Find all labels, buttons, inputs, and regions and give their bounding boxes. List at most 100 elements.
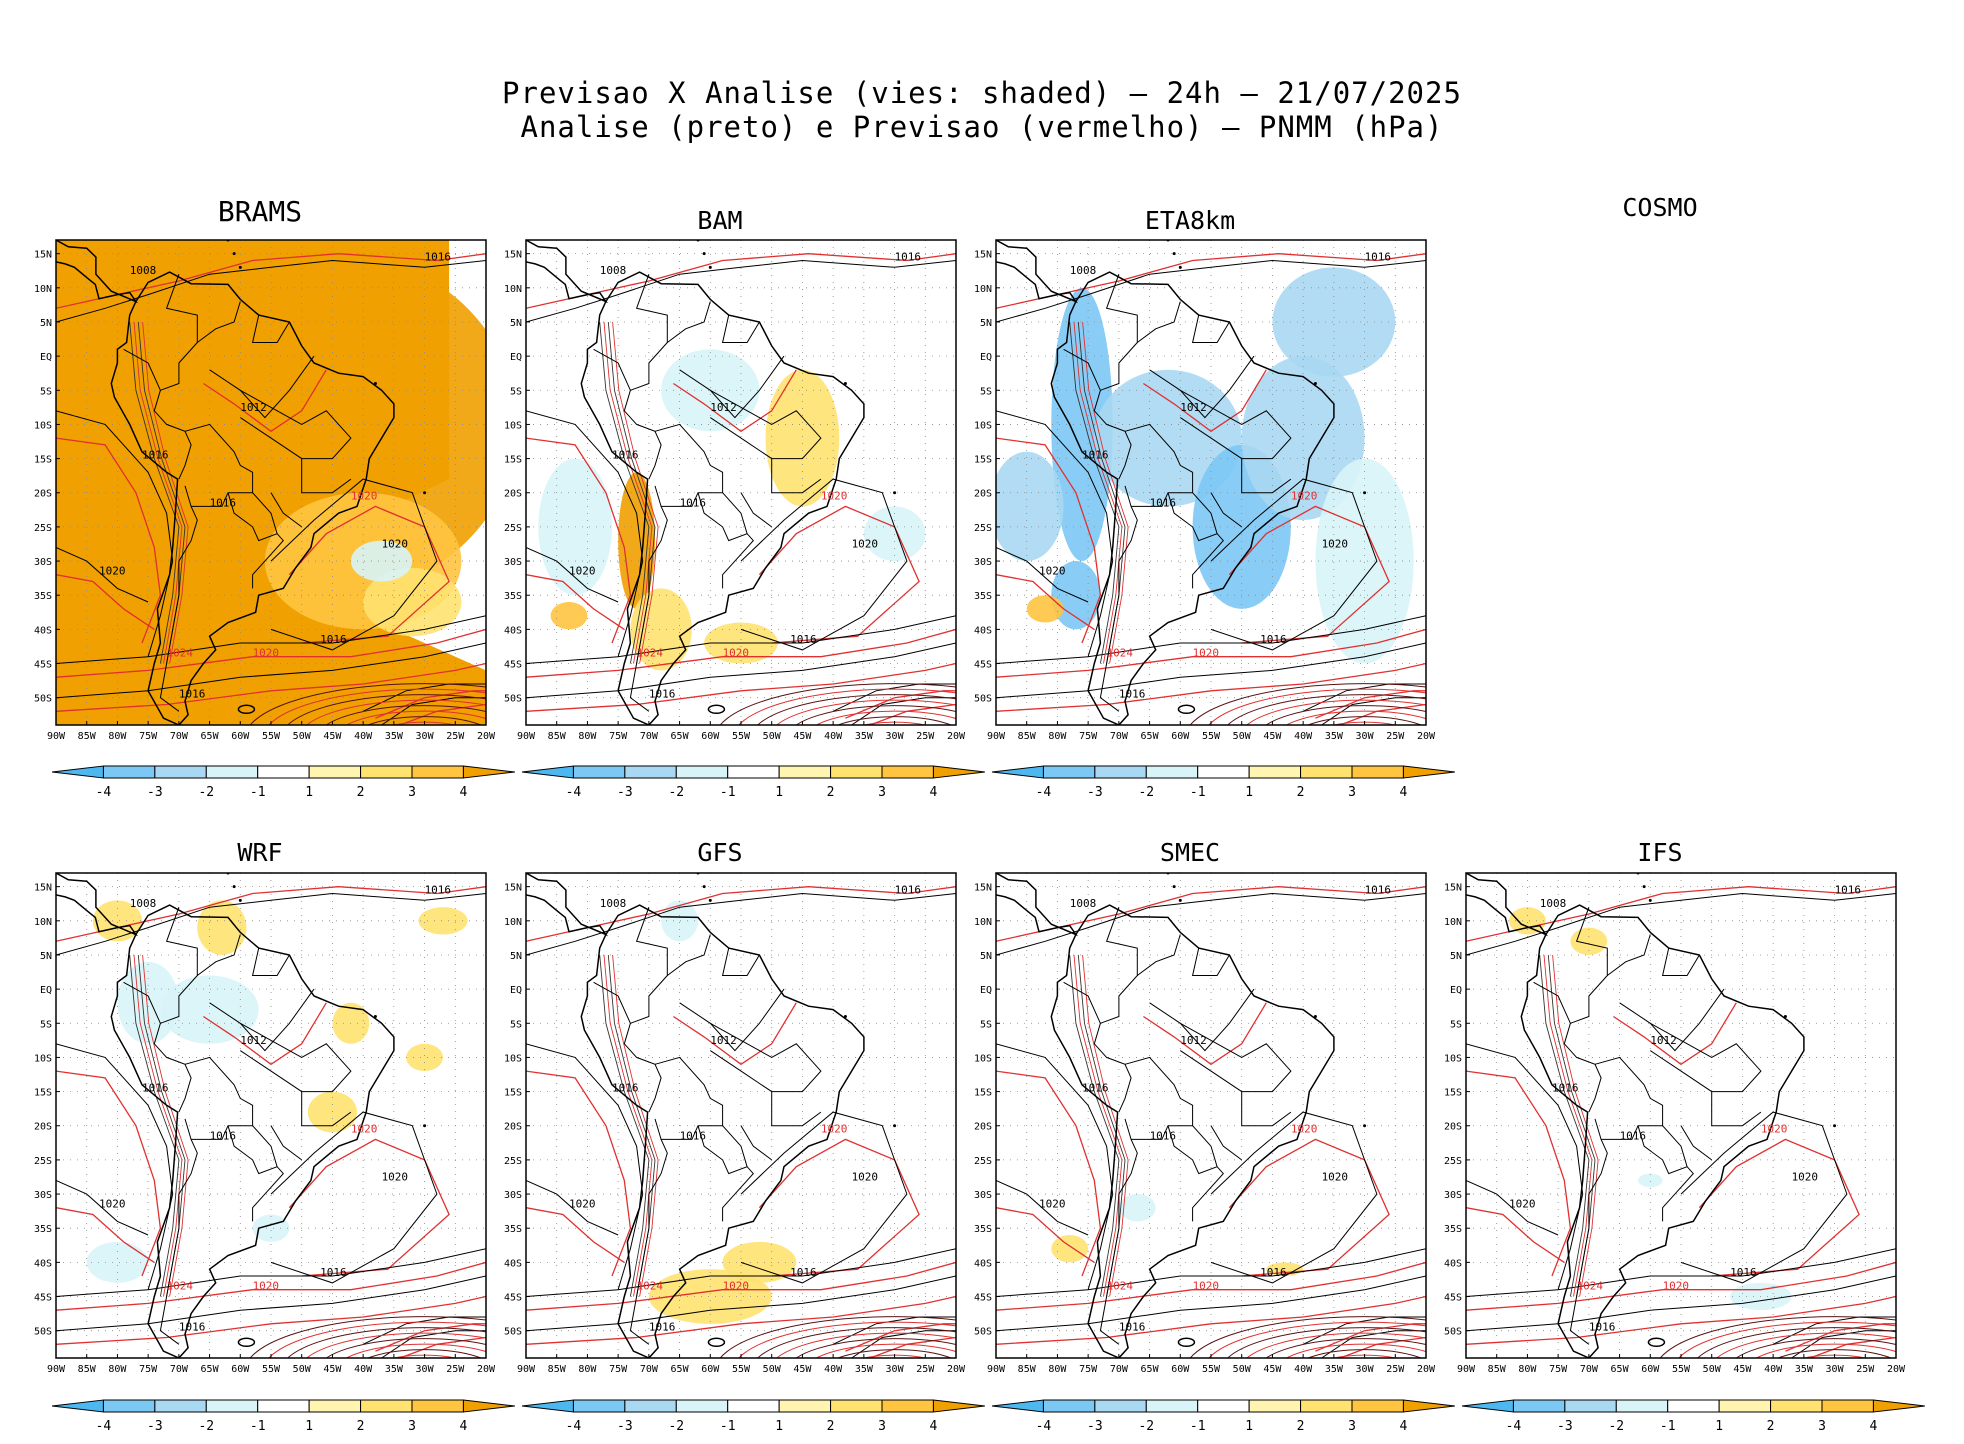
- lat-tick-label: 15S: [504, 1088, 522, 1099]
- andes-isobar: [129, 321, 180, 664]
- forecast-isobar: [526, 437, 632, 644]
- lat-tick-label: 50S: [1444, 1327, 1462, 1338]
- forecast-isobar: [1143, 369, 1267, 433]
- forecast-isobar: [526, 1070, 632, 1277]
- isobar-label: 1020: [1792, 1170, 1819, 1183]
- lat-tick-label: 15N: [34, 883, 52, 894]
- analysis-isobar: [526, 1043, 644, 1290]
- colorbar-label: 2: [827, 1419, 835, 1434]
- isobar-label: 1020: [852, 537, 879, 550]
- lon-tick-label: 35W: [385, 731, 404, 742]
- lat-tick-label: 10N: [1444, 917, 1462, 928]
- forecast-isobar: [526, 628, 956, 678]
- lon-tick-label: 90W: [987, 731, 1006, 742]
- colorbar-segment: [308, 1399, 362, 1413]
- analysis-isobar: [526, 410, 644, 657]
- country-border: [593, 907, 668, 1024]
- central-america-coastline: [996, 873, 1078, 937]
- colorbar-segment: [1145, 1399, 1199, 1413]
- analysis-isobar: [832, 683, 956, 712]
- isobar-label: 1016: [680, 496, 707, 509]
- colorbar-ifs: -4 -3 -2 -1 1 2 3 4: [1461, 1399, 1925, 1440]
- lat-tick-label: 40S: [1444, 1258, 1462, 1269]
- country-border: [721, 314, 760, 343]
- forecast-isobar: [56, 628, 486, 678]
- isobar-label: 1016: [1552, 1082, 1579, 1095]
- lon-tick-label: 30W: [1826, 1364, 1845, 1375]
- south-america-coastline: [1520, 904, 1805, 1358]
- country-border: [240, 389, 352, 460]
- country-border: [667, 934, 711, 976]
- colorbar-segment: [1461, 1399, 1514, 1413]
- forecast-isobar: [996, 628, 1426, 678]
- lat-tick-label: 50S: [974, 1327, 992, 1338]
- analysis-isobar: [996, 1043, 1114, 1290]
- lon-tick-label: 60W: [1641, 1364, 1660, 1375]
- lon-tick-label: 75W: [1079, 1364, 1098, 1375]
- panel-title-brams: BRAMS: [217, 195, 303, 228]
- lat-tick-label: 40S: [974, 1258, 992, 1269]
- chart-subtitle-line: Analise (preto) e Previsao (vermelho) – …: [520, 110, 1444, 144]
- lon-tick-label: 40W: [824, 731, 843, 742]
- lat-tick-label: 35S: [974, 591, 992, 602]
- isobar-label: 1016: [1082, 1082, 1109, 1095]
- colorbar-segment: [1351, 765, 1404, 779]
- bias-area: [1509, 907, 1546, 935]
- analysis-isobar: [526, 259, 956, 323]
- forecast-isobar: [1143, 1002, 1267, 1066]
- lon-tick-label: 60W: [231, 731, 250, 742]
- country-border: [1569, 1139, 1608, 1345]
- map-panel-brams: 1008 1012 1016 1020 1016 1024 1020 1020 1020 1016…: [34, 239, 496, 742]
- lat-tick-label: 40S: [974, 625, 992, 636]
- lon-tick-label: 45W: [323, 1364, 342, 1375]
- forecast-isobar: [996, 1261, 1426, 1311]
- lon-tick-label: 80W: [108, 731, 127, 742]
- analysis-isobar: [56, 1179, 149, 1236]
- colorbar-segment: [462, 1399, 515, 1413]
- lon-tick-label: 35W: [1325, 731, 1344, 742]
- forecast-isobar: [996, 1295, 1426, 1345]
- analysis-isobar: [56, 1043, 174, 1290]
- isobar-label: 1016: [320, 633, 347, 646]
- isobar-label: 1008: [130, 264, 157, 277]
- lon-tick-label: 75W: [609, 1364, 628, 1375]
- lat-tick-label: 40S: [504, 1258, 522, 1269]
- island-dot: [1172, 885, 1176, 889]
- lat-tick-label: 50S: [504, 694, 522, 705]
- forecast-isobar: [673, 1002, 797, 1066]
- colorbar-label: 3: [878, 1419, 886, 1434]
- colorbar-label: -4: [1036, 1419, 1052, 1434]
- colorbar-eta8km: -4 -3 -2 -1 1 2 3 4: [991, 765, 1455, 806]
- colorbar-segment: [1094, 1399, 1147, 1413]
- lat-tick-label: 5S: [40, 1019, 52, 1030]
- lon-tick-label: 85W: [1488, 1364, 1507, 1375]
- forecast-isobar: [56, 1207, 155, 1263]
- country-border: [1563, 1023, 1602, 1113]
- lat-tick-label: 15S: [974, 1088, 992, 1099]
- island-dot: [893, 491, 897, 495]
- lon-tick-label: 70W: [640, 731, 659, 742]
- colorbar-segment: [991, 765, 1044, 779]
- low-pressure-isobar: [345, 710, 486, 725]
- colorbar-segment: [932, 1399, 985, 1413]
- colorbar-label: 2: [1297, 785, 1305, 800]
- forecast-isobar: [1466, 1070, 1572, 1277]
- colorbar-label: 3: [878, 785, 886, 800]
- colorbar-label: 2: [357, 785, 365, 800]
- country-border: [697, 1125, 748, 1175]
- lat-tick-label: 35S: [504, 591, 522, 602]
- analysis-isobar: [1302, 1316, 1426, 1345]
- panel-title-wrf: WRF: [237, 838, 283, 867]
- analysis-isobar: [851, 697, 956, 725]
- low-pressure-isobar: [1755, 1343, 1896, 1358]
- country-border: [1099, 1139, 1138, 1345]
- colorbar-segment: [572, 1399, 626, 1413]
- analysis-isobar: [526, 1248, 956, 1297]
- bias-area: [307, 1091, 357, 1133]
- lon-tick-label: 20W: [947, 731, 966, 742]
- lat-tick-label: 10S: [1444, 1053, 1462, 1064]
- bias-area: [1118, 1194, 1156, 1222]
- lat-tick-label: 45S: [34, 1293, 52, 1304]
- lat-tick-label: 5N: [980, 318, 992, 329]
- colorbar-segment: [360, 1399, 413, 1413]
